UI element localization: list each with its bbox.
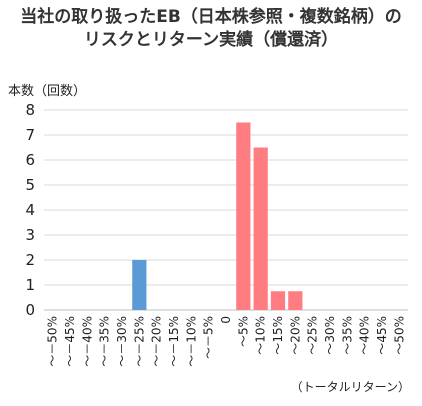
x-axis-label: （トータルリターン） xyxy=(290,380,410,394)
x-tick-label: ～5% xyxy=(236,316,250,347)
y-axis-label: 本数（回数） xyxy=(8,84,87,99)
chart-title-line-2: リスクとリターン実績（償還済） xyxy=(83,30,339,50)
y-tick-label: 4 xyxy=(25,201,35,219)
chart-title-line-1: 当社の取り扱ったEB（日本株参照・複数銘柄）の xyxy=(20,7,402,27)
x-tick-label: ～－5% xyxy=(202,316,216,359)
x-tick-label: ～50% xyxy=(392,316,406,355)
x-tick-label: ～－20% xyxy=(150,316,164,367)
bar xyxy=(236,122,251,310)
chart-title: 当社の取り扱ったEB（日本株参照・複数銘柄）の リスクとリターン実績（償還済） xyxy=(0,6,422,52)
y-tick-label: 5 xyxy=(25,176,35,194)
bar xyxy=(270,291,286,310)
x-tick-label: ～35% xyxy=(340,316,354,355)
x-tick-label: ～30% xyxy=(323,316,337,355)
x-tick-label: ～15% xyxy=(271,316,285,355)
y-tick-label: 8 xyxy=(25,101,35,119)
x-tick-label: ～10% xyxy=(254,316,268,355)
x-tick-label: 0 xyxy=(219,316,233,324)
bar xyxy=(253,147,268,310)
y-tick-label: 1 xyxy=(25,276,35,294)
x-tick-label: ～－35% xyxy=(98,316,112,367)
bar xyxy=(288,291,303,310)
x-tick-label: ～－15% xyxy=(167,316,181,367)
x-tick-label: ～－45% xyxy=(63,316,77,367)
y-tick-label: 2 xyxy=(25,251,35,269)
x-tick-label: ～－25% xyxy=(132,316,146,367)
x-tick-label: ～－50% xyxy=(46,316,60,367)
y-tick-label: 0 xyxy=(25,301,35,319)
x-tick-label: ～20% xyxy=(288,316,302,355)
y-tick-label: 6 xyxy=(25,151,35,169)
x-tick-label: ～45% xyxy=(375,316,389,355)
x-tick-label: ～40% xyxy=(358,316,372,355)
x-tick-label: ～25% xyxy=(306,316,320,355)
x-tick-label: ～－40% xyxy=(80,316,94,367)
y-tick-label: 7 xyxy=(25,126,35,144)
x-tick-label: ～－10% xyxy=(184,316,198,367)
y-tick-label: 3 xyxy=(25,226,35,244)
bar xyxy=(132,260,147,310)
x-tick-label: ～－30% xyxy=(115,316,129,367)
